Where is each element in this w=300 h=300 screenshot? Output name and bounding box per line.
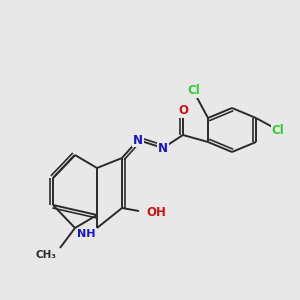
Text: OH: OH [146,206,166,220]
Text: Cl: Cl [188,85,200,98]
Text: CH₃: CH₃ [36,250,57,260]
Text: O: O [178,104,188,118]
Text: N: N [158,142,168,154]
Text: N: N [133,134,143,146]
Text: Cl: Cl [272,124,284,136]
Text: NH: NH [76,229,95,239]
